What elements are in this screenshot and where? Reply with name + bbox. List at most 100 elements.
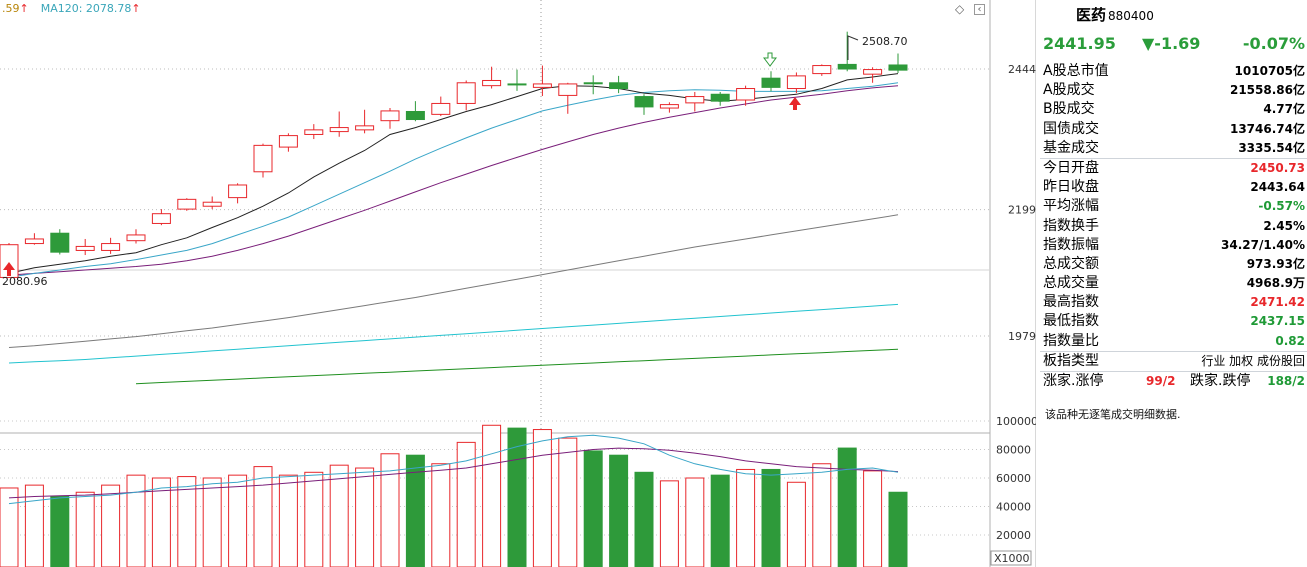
volume-tick-label: 20000 xyxy=(996,529,1031,542)
stat-label: 平均涨幅 xyxy=(1043,198,1099,215)
stat-row: 国债成交 13746.74亿 xyxy=(1040,120,1307,139)
stat-row: A股总市值 1010705亿 xyxy=(1040,62,1307,81)
kline-chart[interactable]: 2444 2199 1979 100000 80000 60000 40000 20000 X1… xyxy=(0,0,1036,567)
volume-bar xyxy=(228,474,248,567)
stat-row: A股成交 21558.86亿 xyxy=(1040,81,1307,100)
kline-chart-panel[interactable]: 2444 2199 1979 100000 80000 60000 40000 20000 X1… xyxy=(0,0,1036,567)
stat-label: 昨日收盘 xyxy=(1043,179,1099,196)
volume-bar xyxy=(736,468,756,567)
stat-label: 总成交额 xyxy=(1043,255,1099,272)
volume-bar xyxy=(253,466,273,567)
candle-body xyxy=(482,79,502,87)
stat-value: 1010705亿 xyxy=(1234,64,1305,78)
stat-label: 基金成交 xyxy=(1043,139,1099,156)
candle-body xyxy=(278,135,298,148)
volume-bar xyxy=(659,480,679,567)
stat-label: 指数量比 xyxy=(1043,332,1099,349)
stat-row: 总成交量 4968.9万 xyxy=(1040,274,1307,293)
volume-bar xyxy=(431,463,451,567)
candle-body xyxy=(228,184,248,199)
volume-bar xyxy=(837,447,857,567)
price-change-pct: -0.07% xyxy=(1242,34,1305,53)
candle-body xyxy=(101,243,121,251)
index-title: 医药 880400 xyxy=(1076,4,1154,25)
candle-body xyxy=(685,96,705,104)
up-limit-label: 涨家.涨停 xyxy=(1043,373,1104,389)
stat-label: A股成交 xyxy=(1043,82,1095,99)
low-price-label: 2080.96 xyxy=(2,275,48,288)
volume-bar xyxy=(685,477,705,567)
ma-legend: .59↑ MA120: 2078.78↑ xyxy=(2,2,141,15)
stat-row: 平均涨幅 -0.57% xyxy=(1040,197,1307,216)
candle-body xyxy=(456,82,476,104)
price-tick-label: 2199 xyxy=(1008,204,1036,217)
ma120-arrow: ↑ xyxy=(131,2,141,15)
volume-bar xyxy=(761,468,781,567)
candle-body xyxy=(736,88,756,101)
volume-bar xyxy=(50,496,70,567)
candle-body xyxy=(507,83,527,86)
candle-body xyxy=(609,82,629,90)
candle-body xyxy=(888,64,908,71)
up-limit-value: 99/2 xyxy=(1146,374,1176,388)
diamond-icon[interactable]: ◇ xyxy=(955,2,965,16)
volume-tick-label: 40000 xyxy=(996,501,1031,514)
stat-label: B股成交 xyxy=(1043,101,1095,118)
stat-row: 昨日收盘 2443.64 xyxy=(1040,178,1307,197)
stat-value: 0.82 xyxy=(1275,333,1305,348)
stat-row: 最低指数 2437.15 xyxy=(1040,312,1307,331)
candle-body xyxy=(532,83,552,88)
stat-row: 基金成交 3335.54亿 xyxy=(1040,139,1307,158)
stat-value: 34.27/1.40% xyxy=(1221,237,1305,252)
stat-row: 最高指数 2471.42 xyxy=(1040,293,1307,312)
volume-bar xyxy=(24,484,44,567)
candle-body xyxy=(786,75,806,90)
stat-label: 总成交量 xyxy=(1043,275,1099,292)
volume-bar xyxy=(482,424,502,567)
stat-value: 2443.64 xyxy=(1250,180,1305,195)
candle-body xyxy=(177,198,197,210)
stat-value: 973.93亿 xyxy=(1246,256,1305,271)
volume-ma5-line xyxy=(8,434,899,505)
ma-legend-arrow: ↑ xyxy=(19,2,29,15)
stat-label: 国债成交 xyxy=(1043,120,1099,137)
buy-signal-icon xyxy=(789,97,801,110)
stat-label: 指数振幅 xyxy=(1043,236,1099,253)
buy-signal-icon xyxy=(3,262,15,276)
high-price-pointer xyxy=(847,35,859,60)
ma120-line xyxy=(8,303,899,364)
volume-bar xyxy=(202,477,222,567)
volume-bar xyxy=(151,477,171,567)
candle-body xyxy=(380,110,400,122)
candle-body xyxy=(126,234,146,242)
volume-bar xyxy=(355,467,375,567)
volume-bar xyxy=(507,427,527,567)
stats-table: A股总市值 1010705亿 A股成交 21558.86亿 B股成交 4.77亿 国债成交 1… xyxy=(1040,62,1307,391)
stat-value: 行业 加权 成份股回 xyxy=(1201,353,1305,368)
stat-value: 2450.73 xyxy=(1250,160,1305,175)
candle-body xyxy=(202,201,222,207)
candle-body xyxy=(304,129,324,135)
candle-body xyxy=(355,125,375,131)
volume-bar xyxy=(101,484,121,567)
stat-row: 指数振幅 34.27/1.40% xyxy=(1040,236,1307,255)
stat-value: -0.57% xyxy=(1258,199,1305,214)
stat-value: 21558.86亿 xyxy=(1229,83,1305,98)
volume-bar xyxy=(304,471,324,567)
price-tick-label: 2444 xyxy=(1008,63,1036,76)
info-panel: 医药 880400 2441.95 ▼-1.69 -0.07% A股总市值 1010… xyxy=(1040,0,1307,567)
quote-row: 2441.95 ▼-1.69 -0.07% xyxy=(1040,34,1307,56)
volume-bar xyxy=(0,487,19,567)
volume-bar xyxy=(863,470,883,567)
toggle-panel-icon[interactable]: ‹ xyxy=(974,4,985,15)
tick-data-note: 该品种无逐笔成交明细数据. xyxy=(1045,408,1181,421)
stat-value: 4968.9万 xyxy=(1246,276,1305,291)
stat-label: 板指类型 xyxy=(1043,352,1099,369)
volume-bar xyxy=(558,437,578,567)
stat-row: B股成交 4.77亿 xyxy=(1040,100,1307,119)
candle-body xyxy=(761,77,781,88)
candle-body xyxy=(24,238,44,245)
ma10-line xyxy=(8,82,899,278)
ma250-line xyxy=(135,348,899,385)
down-limit-label: 跌家.跌停 xyxy=(1190,373,1251,389)
